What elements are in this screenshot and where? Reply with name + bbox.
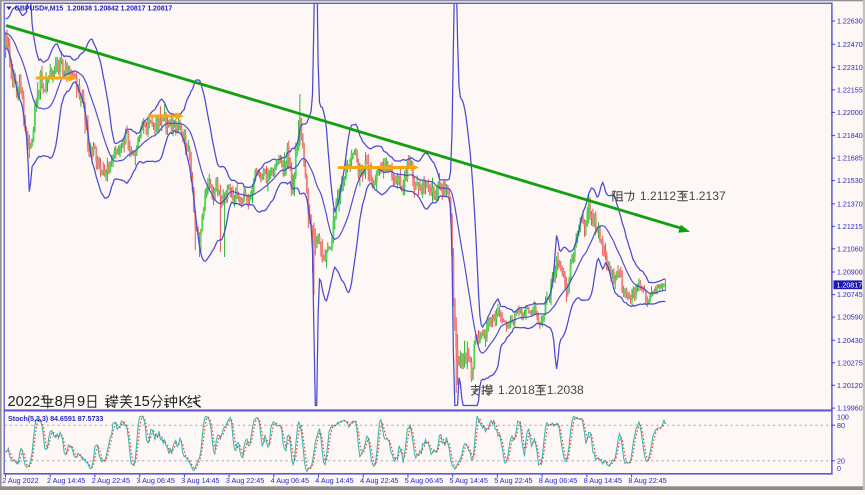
svg-text:8: 8 bbox=[55, 394, 63, 410]
svg-text:1.20745: 1.20745 bbox=[837, 291, 863, 299]
svg-text:5 Aug 06:45: 5 Aug 06:45 bbox=[405, 476, 443, 485]
svg-text:1.22310: 1.22310 bbox=[837, 64, 863, 72]
svg-text:1.22470: 1.22470 bbox=[837, 41, 863, 49]
svg-text:1.20275: 1.20275 bbox=[837, 359, 863, 367]
svg-text:5 Aug 22:45: 5 Aug 22:45 bbox=[494, 476, 532, 485]
svg-text:2 Aug 2022: 2 Aug 2022 bbox=[2, 476, 38, 485]
svg-text:1.22000: 1.22000 bbox=[837, 109, 863, 117]
svg-text:1.2112: 1.2112 bbox=[640, 189, 676, 203]
svg-text:1.22155: 1.22155 bbox=[837, 87, 863, 95]
svg-text:4 Aug 14:45: 4 Aug 14:45 bbox=[315, 476, 353, 485]
svg-text:0: 0 bbox=[837, 465, 841, 473]
svg-text:1.22630: 1.22630 bbox=[837, 18, 863, 26]
svg-text:1.2018: 1.2018 bbox=[498, 383, 535, 397]
svg-text:9: 9 bbox=[77, 394, 85, 410]
svg-text:2022: 2022 bbox=[8, 394, 41, 410]
svg-text:GBPUSD#,M15 1.20838 1.20842 1: GBPUSD#,M15 1.20838 1.20842 1.20817 1.20… bbox=[15, 6, 173, 13]
svg-text:K: K bbox=[178, 394, 188, 410]
svg-text:1.21215: 1.21215 bbox=[837, 223, 863, 231]
svg-text:1.21370: 1.21370 bbox=[837, 200, 863, 208]
svg-text:8 Aug 14:45: 8 Aug 14:45 bbox=[584, 476, 622, 485]
svg-text:80: 80 bbox=[837, 422, 845, 430]
svg-text:15: 15 bbox=[134, 394, 150, 410]
svg-text:5 Aug 14:45: 5 Aug 14:45 bbox=[450, 476, 488, 485]
svg-text:1.19960: 1.19960 bbox=[837, 405, 863, 413]
svg-text:2 Aug 14:45: 2 Aug 14:45 bbox=[47, 476, 85, 485]
svg-text:3 Aug 06:45: 3 Aug 06:45 bbox=[137, 476, 175, 485]
svg-text:3 Aug 22:45: 3 Aug 22:45 bbox=[226, 476, 264, 485]
svg-text:1.20590: 1.20590 bbox=[837, 314, 863, 322]
svg-text:100: 100 bbox=[837, 414, 849, 422]
svg-text:1.2038: 1.2038 bbox=[547, 383, 584, 397]
svg-text:8 Aug 22:45: 8 Aug 22:45 bbox=[628, 476, 666, 485]
svg-text:1.20430: 1.20430 bbox=[837, 337, 863, 345]
svg-text:1.21685: 1.21685 bbox=[837, 155, 863, 163]
svg-text:1.20817: 1.20817 bbox=[837, 281, 863, 289]
svg-text:8 Aug 06:45: 8 Aug 06:45 bbox=[539, 476, 577, 485]
svg-text:1.21840: 1.21840 bbox=[837, 132, 863, 140]
svg-text:4 Aug 06:45: 4 Aug 06:45 bbox=[271, 476, 309, 485]
svg-text:1.20900: 1.20900 bbox=[837, 269, 863, 277]
svg-text:1.20120: 1.20120 bbox=[837, 382, 863, 390]
svg-text:3 Aug 14:45: 3 Aug 14:45 bbox=[181, 476, 219, 485]
svg-text:Stoch(5,3,3) 84.6591 87.5733: Stoch(5,3,3) 84.6591 87.5733 bbox=[8, 414, 103, 423]
svg-text:2 Aug 22:45: 2 Aug 22:45 bbox=[92, 476, 130, 485]
svg-text:1.21060: 1.21060 bbox=[837, 245, 863, 253]
svg-text:1.21530: 1.21530 bbox=[837, 177, 863, 185]
svg-text:1.2137: 1.2137 bbox=[689, 189, 726, 203]
svg-text:4 Aug 22:45: 4 Aug 22:45 bbox=[360, 476, 398, 485]
